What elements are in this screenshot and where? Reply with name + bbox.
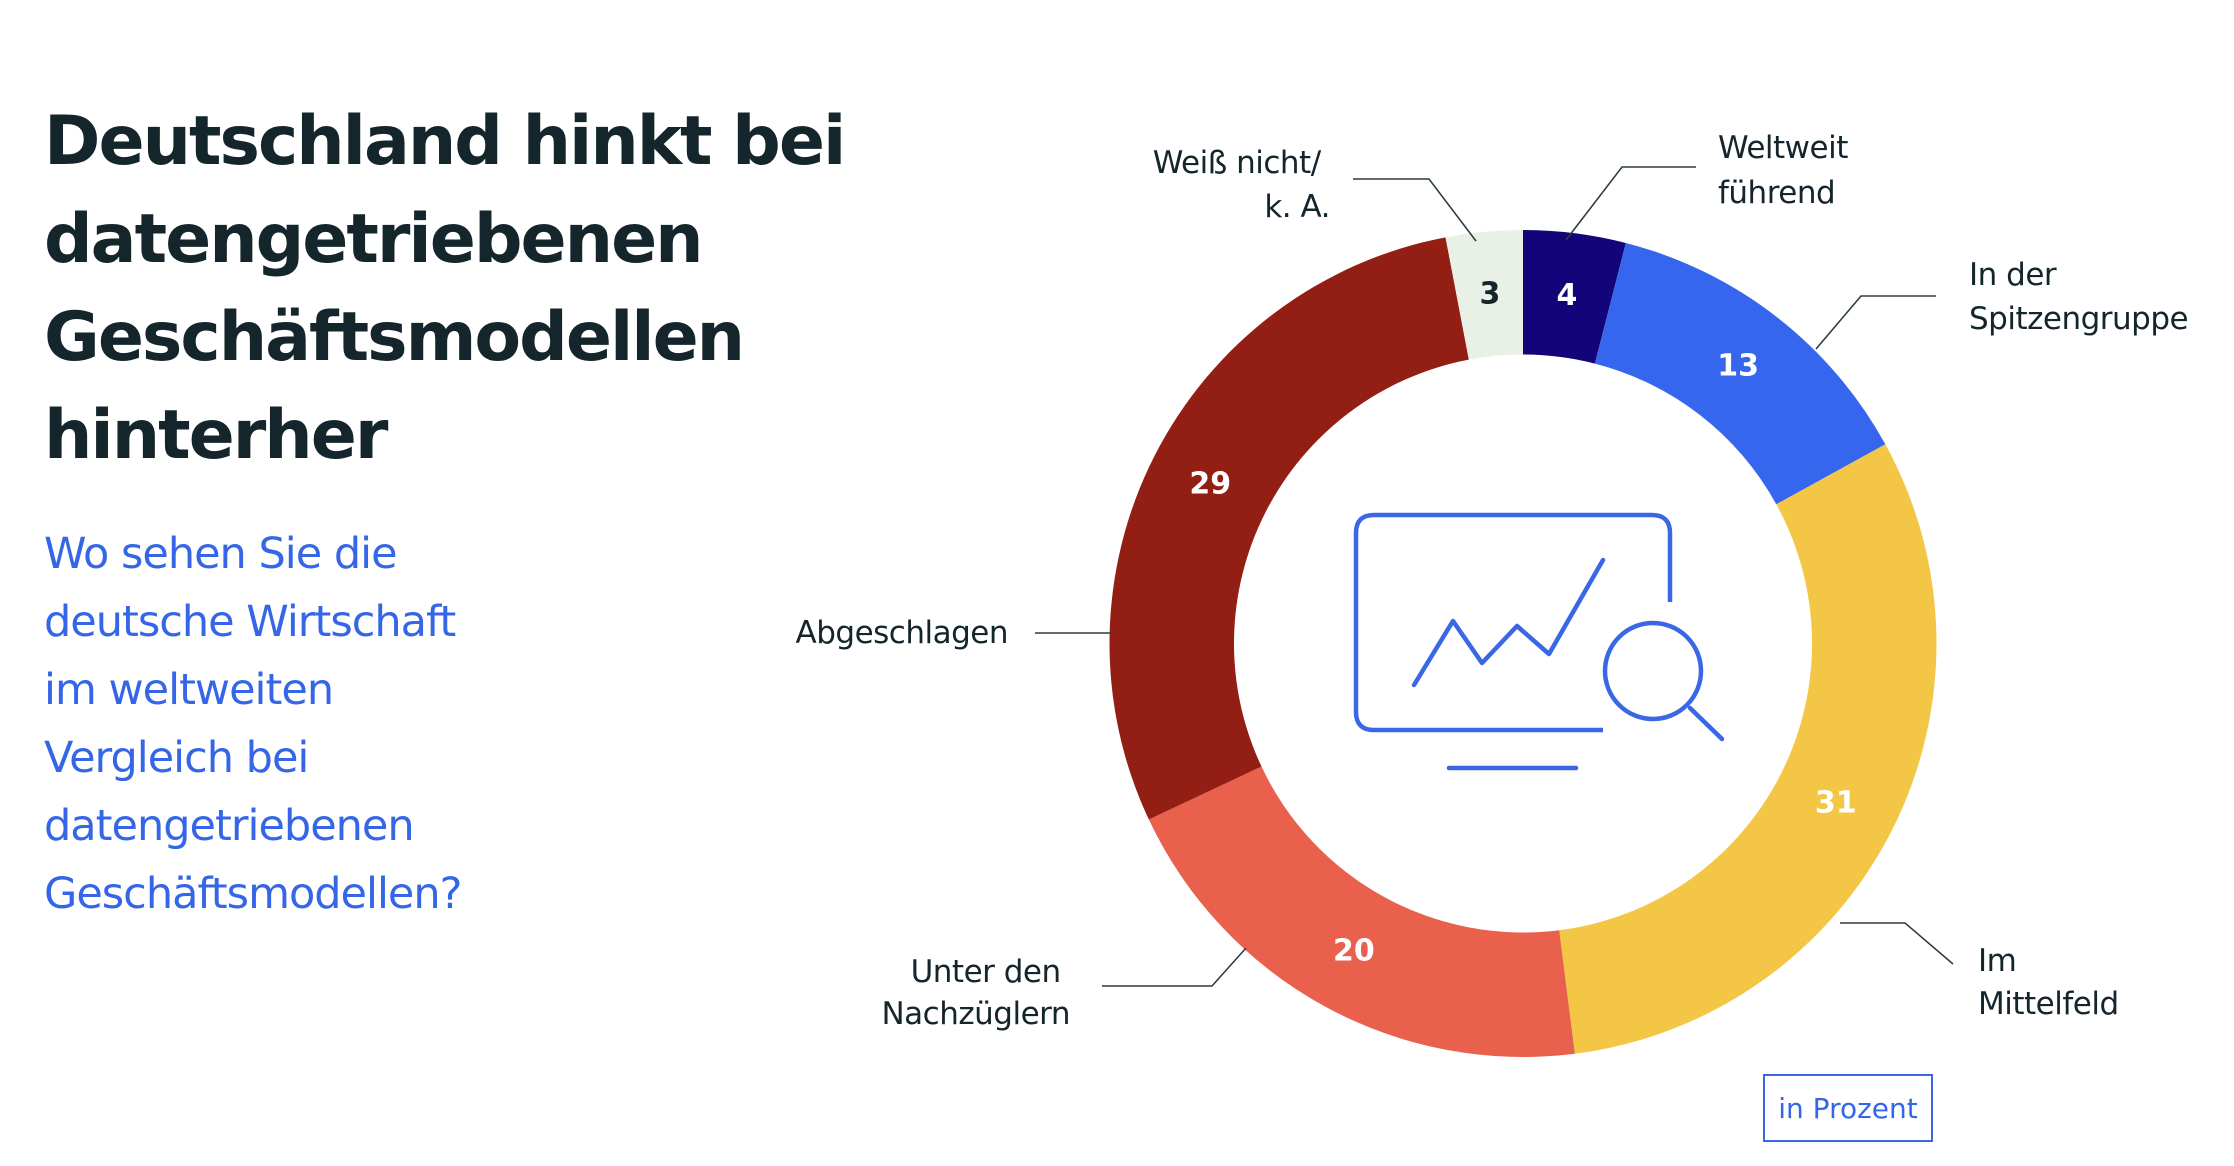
page-title: Deutschland hinkt bei datengetriebenen G… — [44, 93, 944, 485]
title-line: datengetriebenen — [44, 200, 704, 279]
label-line: Im — [1978, 943, 2016, 979]
donut-slice-spitze — [1594, 242, 1886, 505]
trend-line-icon — [1411, 557, 1606, 688]
label-line: k. A. — [1264, 189, 1330, 225]
title-line: Deutschland hinkt bei — [44, 102, 846, 181]
title-line: hinterher — [44, 396, 388, 475]
donut-slices — [1109, 230, 1937, 1057]
subtitle-line: Wo sehen Sie die — [44, 529, 398, 579]
leader-line-nachzuegler — [1102, 947, 1247, 987]
label-line: In der — [1969, 257, 2057, 293]
subtitle-line: deutsche Wirtschaft — [44, 597, 456, 647]
label-line: Unter den — [911, 954, 1061, 990]
category-label-mittelfeld: Im Mittelfeld — [1978, 943, 2119, 1022]
donut-slice-weissnicht — [1445, 230, 1523, 360]
value-label-mittelfeld: 31 — [1815, 785, 1857, 820]
category-label-weissnicht: Weiß nicht/ k. A. — [1153, 145, 1330, 225]
monitor-frame-icon — [1353, 512, 1673, 733]
magnifier-handle-icon — [1687, 705, 1725, 742]
monitor-chart-magnifier-icon — [1353, 512, 1725, 771]
label-line: Weltweit — [1718, 130, 1848, 166]
leader-lines — [1035, 166, 1954, 987]
magnifier-lens-icon — [1602, 620, 1704, 722]
subtitle-line: Geschäftsmodellen? — [44, 869, 462, 919]
label-line: Abgeschlagen — [796, 615, 1008, 651]
title-line: Geschäftsmodellen — [44, 298, 745, 377]
label-line: Spitzengruppe — [1969, 301, 2188, 337]
unit-badge: in Prozent — [1763, 1074, 1933, 1142]
label-line: führend — [1718, 175, 1835, 211]
category-label-weltweit: Weltweit führend — [1718, 130, 1857, 211]
label-line: Nachzüglern — [881, 996, 1070, 1032]
label-line: Weiß nicht/ — [1153, 145, 1322, 181]
category-label-spitze: In der Spitzengruppe — [1969, 257, 2188, 337]
donut-slice-mittelfeld — [1559, 444, 1937, 1054]
value-label-weltweit: 4 — [1557, 278, 1578, 313]
value-label-nachzuegler: 20 — [1333, 934, 1375, 969]
donut-slice-abgeschlagen — [1109, 237, 1469, 820]
leader-line-spitze — [1815, 295, 1936, 350]
category-label-abgeschlagen: Abgeschlagen — [796, 615, 1008, 651]
question-subtitle: Wo sehen Sie die deutsche Wirtschaft im … — [44, 520, 664, 928]
category-labels: Weltweit führend In der Spitzengruppe Im… — [796, 130, 2189, 1032]
value-labels: 4 13 31 20 29 3 — [1189, 277, 1856, 969]
label-line: Mittelfeld — [1978, 986, 2119, 1022]
leader-line-weltweit — [1565, 166, 1696, 241]
value-label-spitze: 13 — [1717, 349, 1759, 384]
subtitle-line: im weltweiten — [44, 665, 334, 715]
value-label-abgeschlagen: 29 — [1189, 467, 1231, 502]
subtitle-line: datengetriebenen — [44, 801, 415, 851]
value-label-weissnicht: 3 — [1480, 277, 1501, 312]
leader-line-mittelfeld — [1840, 922, 1954, 965]
subtitle-line: Vergleich bei — [44, 733, 309, 783]
donut-slice-nachzuegler — [1148, 766, 1575, 1057]
category-label-nachzuegler: Unter den Nachzüglern — [881, 954, 1070, 1032]
donut-slice-weltweit — [1523, 230, 1626, 364]
leader-line-weissnicht — [1353, 178, 1477, 242]
